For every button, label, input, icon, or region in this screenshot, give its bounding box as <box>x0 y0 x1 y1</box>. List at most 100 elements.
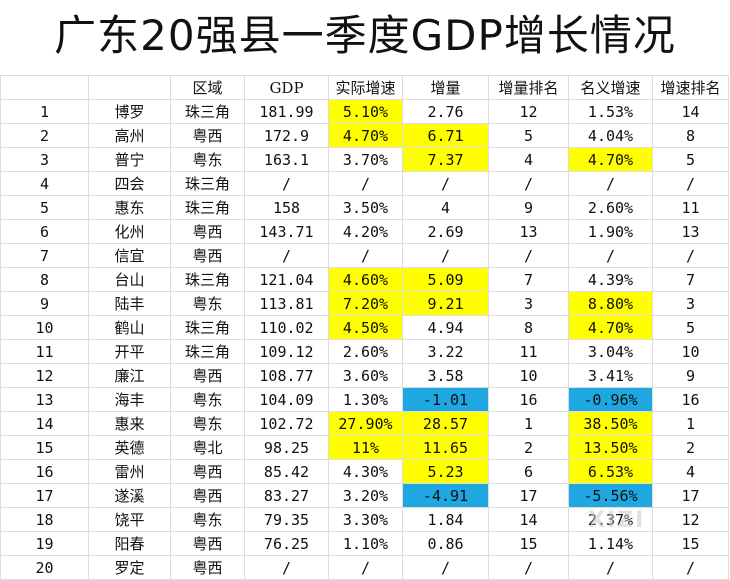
cell-increment-rank: 4 <box>488 147 569 172</box>
cell-increment-rank: / <box>488 171 569 196</box>
cell-rank: 10 <box>0 315 89 340</box>
cell-increment: 5.09 <box>402 267 489 292</box>
table-row: 4 四会 珠三角 / / / / / / <box>0 171 729 196</box>
cell-real-growth: 2.60% <box>328 339 403 364</box>
cell-rank: 15 <box>0 435 89 460</box>
cell-county: 惠来 <box>88 411 171 436</box>
cell-growth-rank: 2 <box>652 435 729 460</box>
cell-increment: -1.01 <box>402 387 489 412</box>
cell-growth-rank: 12 <box>652 507 729 532</box>
cell-region: 珠三角 <box>170 339 245 364</box>
cell-real-growth: 4.70% <box>328 123 403 148</box>
cell-region: 粤东 <box>170 147 245 172</box>
cell-growth-rank: 10 <box>652 339 729 364</box>
header-cell-gdp: GDP <box>244 75 329 100</box>
header-row: 区域 GDP 实际增速 增量 增量排名 名义增速 增速排名 <box>0 75 729 100</box>
cell-increment: 28.57 <box>402 411 489 436</box>
cell-increment: 3.58 <box>402 363 489 388</box>
cell-nominal-growth: 3.41% <box>568 363 653 388</box>
cell-county: 廉江 <box>88 363 171 388</box>
cell-increment: -4.91 <box>402 483 489 508</box>
table-row: 6 化州 粤西 143.71 4.20% 2.69 13 1.90% 13 <box>0 219 729 244</box>
table-row: 16 雷州 粤西 85.42 4.30% 5.23 6 6.53% 4 <box>0 459 729 484</box>
cell-increment-rank: 15 <box>488 531 569 556</box>
cell-increment: 4 <box>402 195 489 220</box>
table-row: 2 高州 粤西 172.9 4.70% 6.71 5 4.04% 8 <box>0 123 729 148</box>
cell-rank: 11 <box>0 339 89 364</box>
table-row: 9 陆丰 粤东 113.81 7.20% 9.21 3 8.80% 3 <box>0 291 729 316</box>
cell-increment: 3.22 <box>402 339 489 364</box>
cell-gdp: 85.42 <box>244 459 329 484</box>
cell-growth-rank: 9 <box>652 363 729 388</box>
cell-region: 珠三角 <box>170 195 245 220</box>
cell-rank: 9 <box>0 291 89 316</box>
cell-nominal-growth: 38.50% <box>568 411 653 436</box>
cell-increment-rank: 7 <box>488 267 569 292</box>
cell-increment-rank: 3 <box>488 291 569 316</box>
cell-gdp: / <box>244 171 329 196</box>
cell-county: 饶平 <box>88 507 171 532</box>
cell-growth-rank: 7 <box>652 267 729 292</box>
cell-rank: 3 <box>0 147 89 172</box>
cell-growth-rank: / <box>652 171 729 196</box>
cell-nominal-growth: 2.60% <box>568 195 653 220</box>
cell-increment-rank: / <box>488 243 569 268</box>
cell-gdp: 110.02 <box>244 315 329 340</box>
cell-real-growth: 4.50% <box>328 315 403 340</box>
table-row: 13 海丰 粤东 104.09 1.30% -1.01 16 -0.96% 16 <box>0 387 729 412</box>
cell-nominal-growth: 4.04% <box>568 123 653 148</box>
cell-nominal-growth: 4.39% <box>568 267 653 292</box>
cell-increment-rank: 14 <box>488 507 569 532</box>
cell-gdp: 158 <box>244 195 329 220</box>
cell-region: 粤东 <box>170 507 245 532</box>
table-row: 10 鹤山 珠三角 110.02 4.50% 4.94 8 4.70% 5 <box>0 315 729 340</box>
cell-region: 珠三角 <box>170 267 245 292</box>
gdp-table: 区域 GDP 实际增速 增量 增量排名 名义增速 增速排名 1 博罗 珠三角 181.… <box>0 75 729 580</box>
cell-gdp: 143.71 <box>244 219 329 244</box>
table-row: 20 罗定 粤西 / / / / / / <box>0 555 729 580</box>
cell-growth-rank: 13 <box>652 219 729 244</box>
cell-nominal-growth: 13.50% <box>568 435 653 460</box>
cell-region: 粤西 <box>170 531 245 556</box>
cell-real-growth: 3.70% <box>328 147 403 172</box>
page-title: 广东20强县一季度GDP增长情况 <box>54 11 676 60</box>
table-row: 19 阳春 粤西 76.25 1.10% 0.86 15 1.14% 15 <box>0 531 729 556</box>
cell-increment-rank: 16 <box>488 387 569 412</box>
cell-region: 珠三角 <box>170 171 245 196</box>
cell-increment: / <box>402 555 489 580</box>
cell-rank: 20 <box>0 555 89 580</box>
cell-real-growth: 3.20% <box>328 483 403 508</box>
cell-nominal-growth: 1.14% <box>568 531 653 556</box>
cell-real-growth: 1.10% <box>328 531 403 556</box>
cell-growth-rank: / <box>652 243 729 268</box>
cell-real-growth: 27.90% <box>328 411 403 436</box>
cell-gdp: 109.12 <box>244 339 329 364</box>
cell-county: 英德 <box>88 435 171 460</box>
cell-increment-rank: / <box>488 555 569 580</box>
cell-county: 台山 <box>88 267 171 292</box>
cell-gdp: 98.25 <box>244 435 329 460</box>
cell-real-growth: / <box>328 555 403 580</box>
cell-real-growth: / <box>328 171 403 196</box>
cell-growth-rank: 16 <box>652 387 729 412</box>
cell-county: 罗定 <box>88 555 171 580</box>
cell-increment: / <box>402 243 489 268</box>
cell-rank: 16 <box>0 459 89 484</box>
header-cell-real-growth: 实际增速 <box>328 75 403 100</box>
cell-nominal-growth: 6.53% <box>568 459 653 484</box>
cell-gdp: 76.25 <box>244 531 329 556</box>
cell-increment: 11.65 <box>402 435 489 460</box>
cell-gdp: 83.27 <box>244 483 329 508</box>
cell-region: 粤西 <box>170 459 245 484</box>
cell-real-growth: 1.30% <box>328 387 403 412</box>
header-cell-region: 区域 <box>170 75 245 100</box>
cell-rank: 14 <box>0 411 89 436</box>
cell-county: 雷州 <box>88 459 171 484</box>
cell-growth-rank: 5 <box>652 147 729 172</box>
cell-increment: 1.84 <box>402 507 489 532</box>
cell-county: 博罗 <box>88 99 171 124</box>
cell-county: 高州 <box>88 123 171 148</box>
cell-real-growth: 4.20% <box>328 219 403 244</box>
cell-real-growth: 3.50% <box>328 195 403 220</box>
table-body: 1 博罗 珠三角 181.99 5.10% 2.76 12 1.53% 14 2 高州 粤西 172.9… <box>0 99 729 580</box>
